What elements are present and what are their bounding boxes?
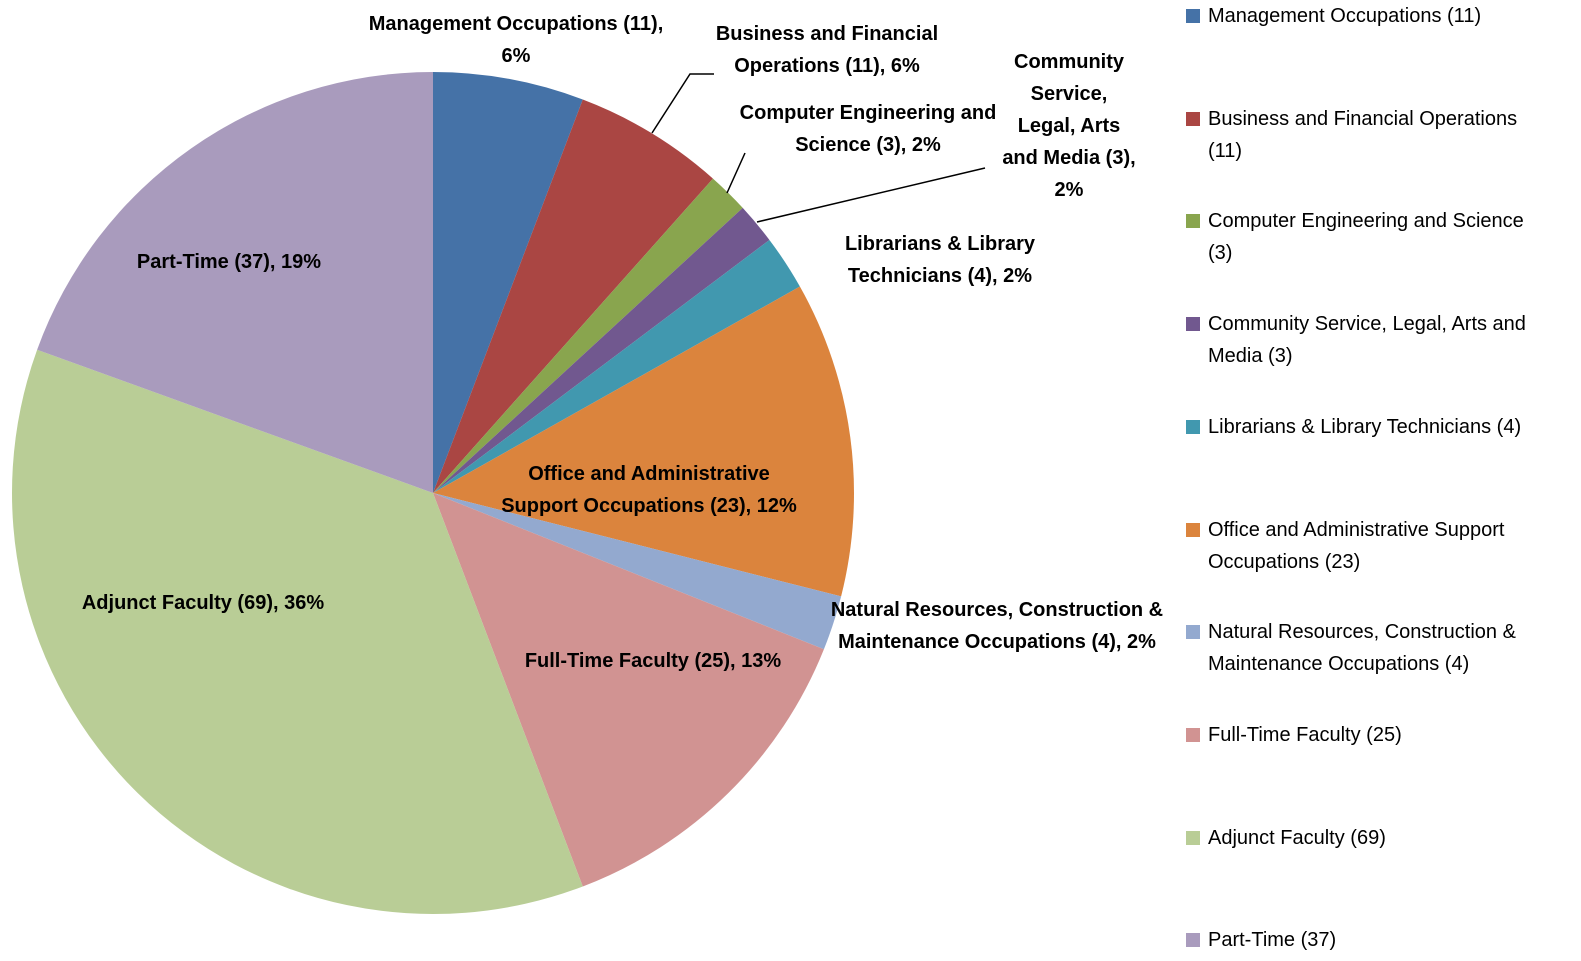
legend-swatch (1186, 830, 1200, 845)
legend-swatch (1186, 317, 1200, 332)
legend-swatch (1186, 625, 1200, 640)
legend-label: Management Occupations (11) (1208, 5, 1482, 27)
legend-label: Natural Resources, Construction & Mainte… (1208, 621, 1516, 676)
data-label: Adjunct Faculty (69), 36% (81, 592, 325, 614)
legend-entry: Business and Financial Operations (11) (1186, 103, 1581, 167)
leader-line (756, 167, 986, 223)
data-label: Librarians & Library Technicians (4), 2% (844, 233, 1036, 287)
leader-lines (651, 73, 986, 223)
pie-slice (11, 349, 583, 915)
data-label: Office and Administrative Support Occupa… (501, 463, 797, 517)
legend-label: Business and Financial Operations (11) (1208, 107, 1518, 162)
leader-line (726, 152, 746, 194)
legend-label: Part-Time (37) (1208, 929, 1337, 952)
legend-entry: Community Service, Legal, Arts and Media… (1186, 308, 1581, 372)
data-label: Natural Resources, Construction & Mainte… (830, 599, 1164, 653)
legend-swatch (1186, 933, 1200, 948)
legend-label: Full-Time Faculty (25) (1208, 723, 1402, 746)
legend-entry: Adjunct Faculty (69) (1186, 822, 1581, 854)
legend-entry: Computer Engineering and Science (3) (1186, 205, 1581, 269)
legend-swatch (1186, 111, 1200, 126)
pie-slice (37, 72, 433, 493)
legend-entry: Office and Administrative Support Occupa… (1186, 514, 1581, 578)
pie-slice (433, 493, 842, 650)
pie-slice (433, 493, 824, 887)
pie-slice (433, 99, 713, 493)
legend-label: Librarians & Library Technicians (4) (1208, 415, 1522, 438)
pie-slice (433, 207, 770, 494)
pie-slice (433, 239, 800, 493)
data-label: Full-Time Faculty (25), 13% (524, 650, 782, 672)
legend-entry: Full-Time Faculty (25) (1186, 719, 1581, 751)
legend-swatch (1186, 727, 1200, 742)
legend-label: Office and Administrative Support Occupa… (1208, 518, 1505, 573)
pie (11, 72, 854, 915)
legend-label: Community Service, Legal, Arts and Media… (1208, 313, 1526, 368)
leader-line (651, 73, 714, 134)
pie-slice (433, 178, 743, 493)
legend-label: Adjunct Faculty (69) (1208, 826, 1386, 849)
legend-swatch (1186, 522, 1200, 537)
data-label: Computer Engineering and Science (3), 2% (739, 102, 997, 156)
pie-slice (433, 72, 583, 493)
legend-entry: Librarians & Library Technicians (4) (1186, 411, 1581, 443)
legend-entry: Management Occupations (11) (1186, 0, 1581, 32)
data-label: Part-Time (37), 19% (136, 251, 322, 273)
legend-label: Computer Engineering and Science (3) (1208, 210, 1524, 265)
data-label: Community Service, Legal, Arts and Media… (1002, 51, 1136, 201)
legend-swatch (1186, 9, 1200, 23)
data-label: Management Occupations (11), 6% (368, 13, 664, 67)
pie-slice (433, 286, 854, 597)
legend-entry: Natural Resources, Construction & Mainte… (1186, 616, 1581, 680)
legend-swatch (1186, 214, 1200, 229)
legend-swatch (1186, 419, 1200, 434)
legend-entry: Part-Time (37) (1186, 924, 1581, 956)
data-label: Business and Financial Operations (11), … (715, 23, 939, 77)
